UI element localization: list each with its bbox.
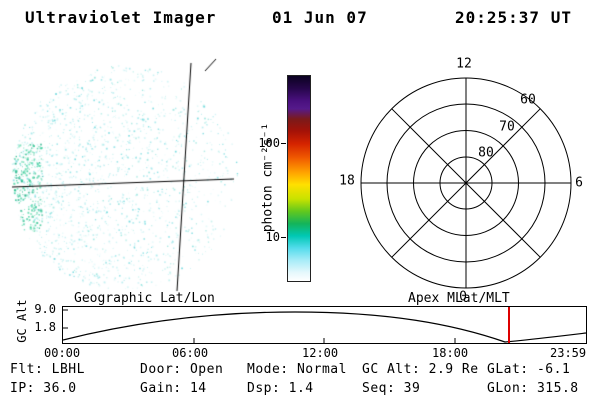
mlt-18-label: 18 — [339, 173, 355, 189]
status-glat: GLat: -6.1 — [487, 362, 571, 377]
ring-80-label: 80 — [478, 145, 494, 161]
colorbar — [287, 75, 311, 282]
header-date: 01 Jun 07 — [272, 8, 368, 27]
page-title: Ultraviolet Imager — [25, 8, 217, 27]
status-gain: Gain: 14 — [140, 381, 207, 396]
uv-image-canvas — [8, 55, 244, 299]
status-dsp: Dsp: 1.4 — [247, 381, 314, 396]
colorbar-tick-10: 10 — [265, 230, 280, 244]
ring-60-label: 60 — [520, 92, 536, 108]
xtick-0600: 06:00 — [172, 346, 209, 360]
status-door: Door: Open — [140, 362, 224, 377]
colorbar-tick-mark-10 — [281, 237, 286, 238]
caption-apex-mlat-mlt: Apex MLat/MLT — [408, 291, 510, 306]
status-flt: Flt: LBHL — [10, 362, 85, 377]
polar-grid-svg — [360, 77, 572, 289]
xtick-0000: 00:00 — [44, 346, 81, 360]
timeline-box — [62, 306, 587, 344]
header-time: 20:25:37 UT — [455, 8, 572, 27]
ytick-1-8: 1.8 — [34, 320, 56, 334]
current-time-marker — [508, 307, 510, 343]
mlt-12-label: 12 — [456, 56, 472, 72]
gc-alt-axis-label: GC Alt — [15, 299, 29, 343]
colorbar-tick-mark-100 — [281, 143, 286, 144]
xtick-2359: 23:59 — [550, 346, 587, 360]
orbit-altitude-curve — [63, 311, 586, 343]
status-gc-alt: GC Alt: 2.9 Re — [362, 362, 479, 377]
mlt-6-label: 6 — [575, 175, 583, 191]
status-glon: GLon: 315.8 — [487, 381, 579, 396]
colorbar-units-label: photon cm⁻²s⁻¹ — [260, 122, 276, 233]
colorbar-tick-100: 100 — [258, 136, 280, 150]
status-mode: Mode: Normal — [247, 362, 347, 377]
caption-geographic-latlon: Geographic Lat/Lon — [74, 291, 215, 306]
xtick-1800: 18:00 — [432, 346, 469, 360]
xtick-1200: 12:00 — [302, 346, 339, 360]
ring-70-label: 70 — [499, 119, 515, 135]
mlt-0-label: 0 — [459, 289, 467, 305]
status-ip: IP: 36.0 — [10, 381, 77, 396]
orbit-curve-svg — [63, 309, 586, 343]
status-seq: Seq: 39 — [362, 381, 421, 396]
ytick-9: 9.0 — [34, 302, 56, 316]
